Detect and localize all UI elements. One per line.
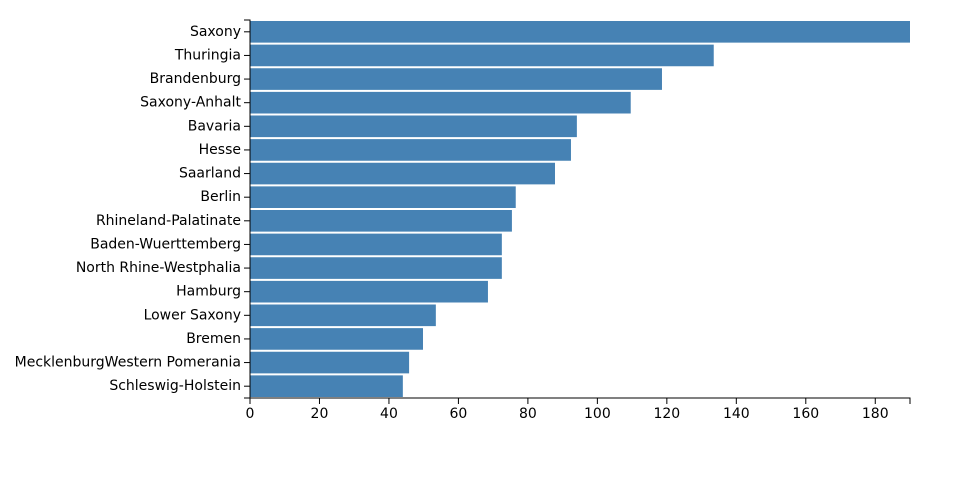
x-tick-label: 120	[653, 406, 680, 422]
x-tick-label: 0	[246, 406, 255, 422]
bar	[250, 139, 571, 161]
bar	[250, 44, 714, 67]
y-tick-label: Hesse	[199, 142, 241, 158]
y-tick-label: Brandenburg	[150, 71, 241, 87]
x-tick-label: 60	[450, 406, 468, 422]
bar	[250, 304, 436, 327]
x-tick-label: 80	[519, 406, 537, 422]
y-tick-label: Saarland	[179, 166, 241, 182]
bar	[250, 280, 488, 303]
x-tick-label: 40	[380, 406, 398, 422]
y-tick-label: Thuringia	[174, 47, 241, 63]
bar	[250, 91, 631, 114]
bar	[250, 186, 516, 208]
y-tick-label: Rhineland-Palatinate	[96, 213, 241, 229]
y-tick-label: Bremen	[186, 331, 241, 347]
y-tick-label: Saxony-Anhalt	[140, 95, 241, 111]
bar	[250, 233, 502, 256]
x-tick-label: 100	[584, 406, 611, 422]
y-tick-label: Berlin	[200, 189, 241, 205]
y-tick-label: Bavaria	[188, 118, 241, 134]
x-tick-label: 140	[723, 406, 750, 422]
bar	[250, 328, 423, 350]
y-tick-label: MecklenburgWestern Pomerania	[15, 355, 241, 371]
y-tick-label: Saxony	[190, 24, 241, 40]
bar	[250, 351, 410, 374]
x-axis	[249, 397, 911, 404]
y-tick-label: Hamburg	[176, 284, 241, 300]
bar	[250, 115, 577, 138]
x-tick-label: 20	[311, 406, 329, 422]
y-tick-label: Lower Saxony	[144, 307, 241, 323]
bar	[250, 21, 910, 43]
y-tick-label: Schleswig-Holstein	[109, 378, 241, 394]
bar	[250, 257, 502, 279]
x-tick-label: 180	[862, 406, 889, 422]
bar	[250, 162, 555, 185]
bar	[250, 210, 512, 232]
bar	[250, 375, 403, 397]
x-tick-label: 160	[792, 406, 819, 422]
y-tick-label: Baden-Wuerttemberg	[90, 236, 241, 252]
y-tick-label: North Rhine-Westphalia	[76, 260, 241, 276]
bar	[250, 68, 662, 90]
y-axis	[244, 19, 251, 399]
